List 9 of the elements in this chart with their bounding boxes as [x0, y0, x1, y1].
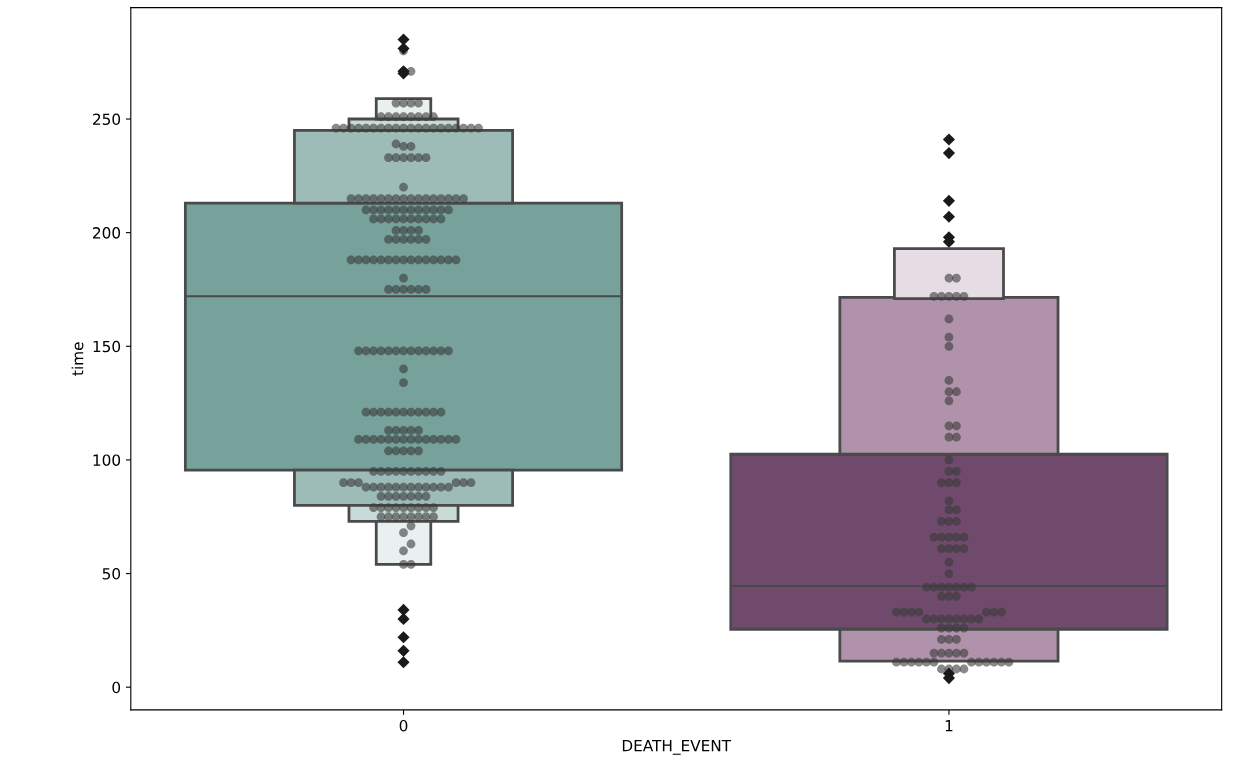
y-tick-label: 150	[93, 340, 121, 353]
x-tick-label: 1	[945, 720, 953, 732]
y-tick-label: 250	[93, 113, 121, 126]
y-tick-label: 0	[112, 681, 121, 694]
y-tick-label: 200	[93, 227, 121, 239]
x-axis-title: DEATH_EVENT	[622, 740, 732, 755]
y-axis-title: time	[71, 342, 84, 376]
y-tick-label: 50	[102, 568, 121, 580]
y-tick-label: 100	[93, 454, 121, 466]
